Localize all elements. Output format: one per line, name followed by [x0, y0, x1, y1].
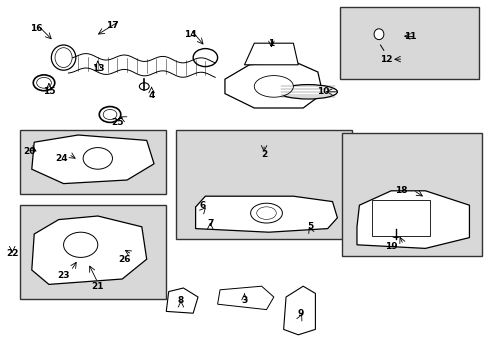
Text: 8: 8 — [178, 296, 183, 305]
Polygon shape — [166, 288, 198, 313]
Text: 17: 17 — [106, 21, 119, 30]
Text: 7: 7 — [206, 219, 213, 228]
Circle shape — [193, 49, 217, 67]
Text: 16: 16 — [30, 24, 43, 33]
Ellipse shape — [55, 48, 72, 68]
Text: 1: 1 — [268, 39, 274, 48]
Text: 6: 6 — [200, 201, 205, 210]
Bar — [176, 130, 351, 239]
Text: 2: 2 — [261, 150, 266, 159]
Circle shape — [37, 77, 51, 88]
Polygon shape — [32, 216, 146, 284]
Circle shape — [63, 232, 98, 257]
Polygon shape — [32, 135, 154, 184]
Text: 14: 14 — [184, 30, 197, 39]
Polygon shape — [283, 286, 315, 335]
Bar — [342, 133, 481, 256]
Polygon shape — [356, 191, 468, 248]
Text: 25: 25 — [111, 118, 123, 127]
Text: 5: 5 — [307, 222, 313, 231]
Text: 22: 22 — [6, 249, 19, 258]
Polygon shape — [217, 286, 273, 310]
Text: 4: 4 — [148, 91, 155, 100]
Bar — [339, 7, 478, 79]
Text: 13: 13 — [91, 64, 104, 73]
Text: 24: 24 — [55, 154, 67, 163]
Ellipse shape — [256, 207, 276, 220]
Text: 19: 19 — [384, 242, 397, 251]
Circle shape — [83, 148, 112, 169]
Ellipse shape — [51, 45, 76, 70]
Text: 11: 11 — [404, 32, 416, 41]
Bar — [20, 130, 166, 194]
Bar — [20, 205, 166, 299]
Circle shape — [139, 83, 149, 90]
Ellipse shape — [250, 203, 282, 223]
Text: 10: 10 — [316, 87, 328, 96]
Text: 20: 20 — [23, 147, 36, 156]
Text: 15: 15 — [42, 87, 55, 96]
Circle shape — [390, 230, 400, 238]
Text: 3: 3 — [241, 296, 247, 305]
Circle shape — [103, 109, 117, 120]
Text: 26: 26 — [118, 255, 131, 264]
Text: 9: 9 — [297, 309, 304, 318]
Polygon shape — [195, 196, 337, 232]
Text: 12: 12 — [379, 55, 392, 64]
Ellipse shape — [373, 29, 383, 40]
Bar — [371, 200, 429, 236]
Ellipse shape — [278, 85, 337, 99]
Text: 23: 23 — [57, 271, 70, 280]
Text: 21: 21 — [91, 282, 104, 291]
Polygon shape — [244, 43, 298, 65]
Ellipse shape — [254, 76, 293, 97]
Polygon shape — [224, 61, 322, 108]
Text: 18: 18 — [394, 186, 407, 195]
